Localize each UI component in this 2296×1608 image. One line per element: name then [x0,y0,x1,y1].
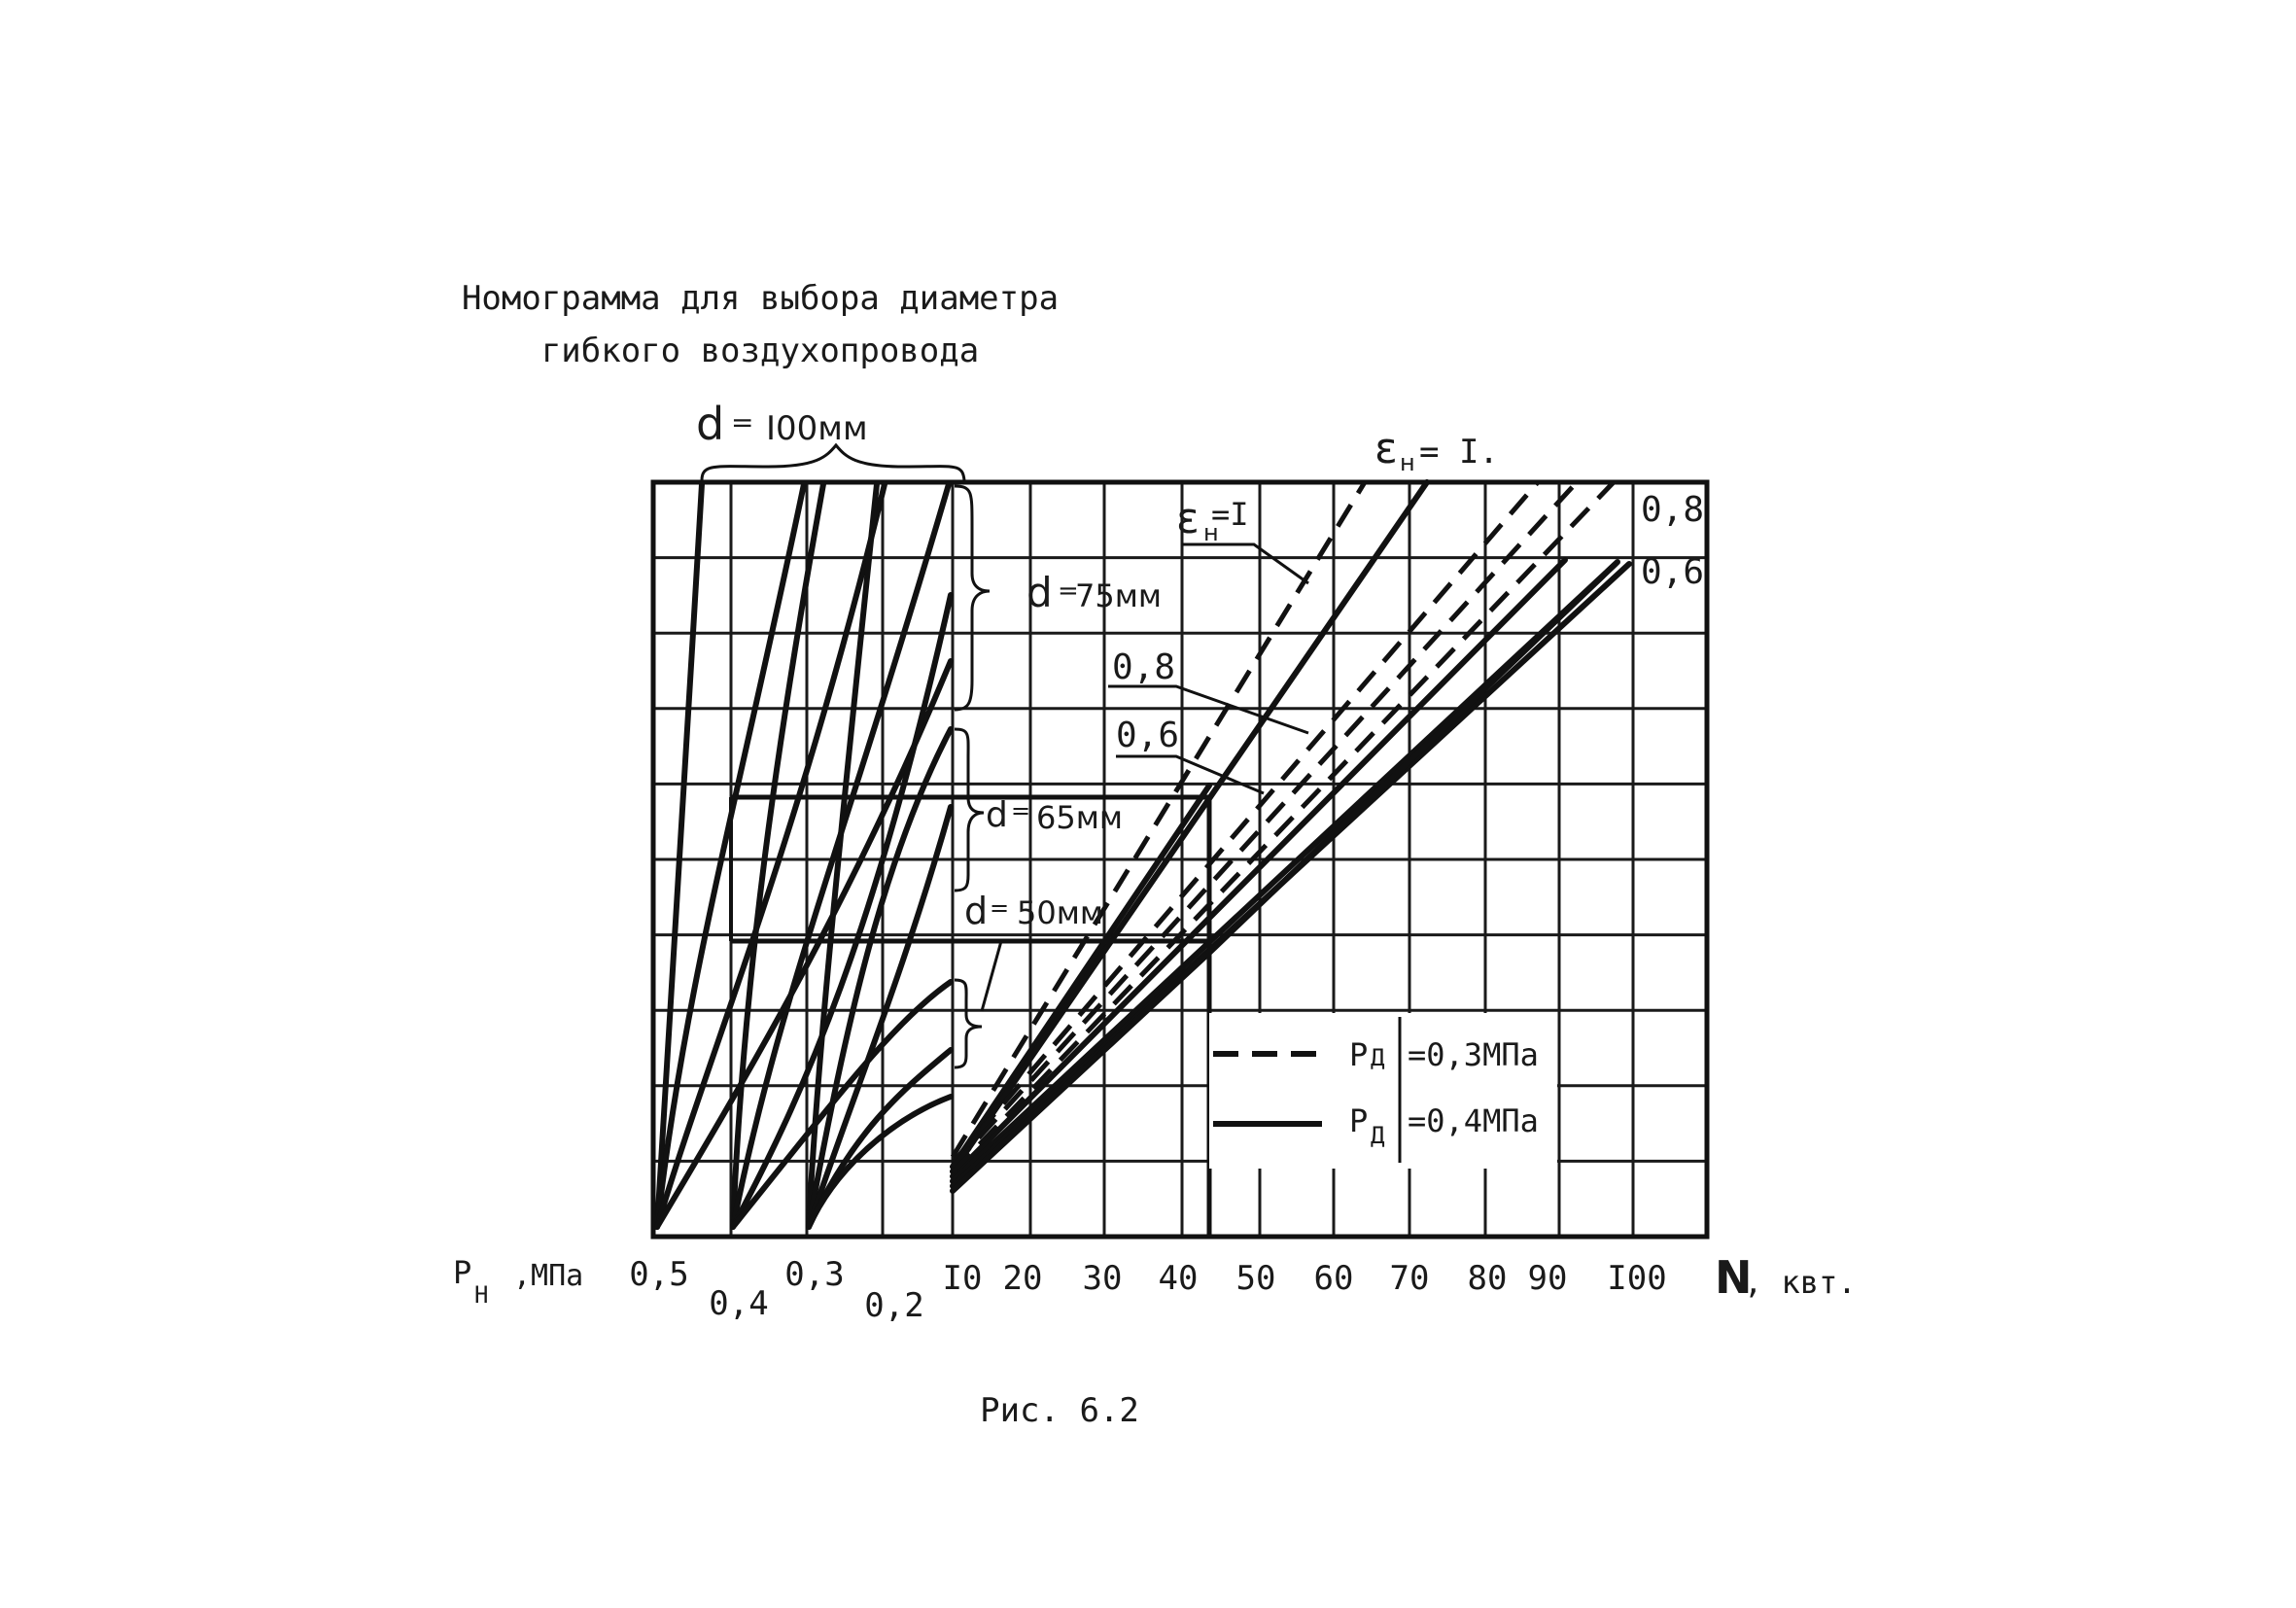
leader-06 [1116,754,1265,795]
curve-04-d65 [730,592,954,1230]
right-tick-1: 20 [1003,1259,1043,1298]
curve-03-low [806,1094,954,1230]
label-d50: d = 50мм [964,890,1103,932]
svg-text:Р: Р [1349,1102,1368,1139]
left-axis-label: P Н ,МПа [453,1254,583,1309]
curve-05-d100 [654,481,705,1230]
label-eps-top: ε н = I. [1374,424,1499,476]
right-axis-label: N , квт. [1715,1251,1857,1304]
svg-text:Н: Н [474,1281,488,1309]
title-line-1: Номограмма для выбора диаметра [462,279,1059,318]
right-tick-0: I0 [943,1259,983,1298]
title-line-2: гибкого воздухопровода [541,332,979,370]
svg-text:d: d [696,398,724,450]
right-tick-2: 30 [1083,1259,1123,1298]
svg-text:65мм: 65мм [1036,799,1123,836]
right-tick-7: 80 [1468,1259,1508,1298]
curve-05-d75 [654,481,807,1230]
curve-03-d75 [806,726,954,1230]
legend-solid-label: =0,4МПа [1408,1102,1539,1139]
svg-text:ε: ε [1374,424,1398,473]
svg-text:Д: Д [1371,1122,1385,1149]
svg-text:50мм: 50мм [1017,894,1103,931]
svg-text:н: н [1400,449,1415,476]
fan-solid-2 [950,479,1430,1174]
pressure-curves [654,481,954,1230]
svg-text:Д: Д [1371,1044,1385,1071]
curve-04-d100 [730,481,826,1230]
svg-text:75мм: 75мм [1075,577,1162,614]
leader-08 [1108,684,1309,735]
svg-text:=: = [1058,577,1079,606]
label-eps-inner: ε н =I [1176,494,1249,546]
curve-03-d65 [806,804,954,1230]
right-tick-9: I00 [1607,1259,1666,1298]
svg-text:d: d [964,890,988,932]
left-tick-05: 0,5 [629,1255,688,1294]
svg-text:, квт.: , квт. [1744,1264,1857,1301]
label-right-08: 0,8 [1641,490,1704,530]
svg-text:d: d [1026,569,1053,616]
fan-solid-1 [950,783,1212,1170]
fan-solid-3 [950,557,1568,1179]
right-tick-5: 60 [1314,1259,1354,1298]
label-d75: d = 75мм [1026,569,1162,616]
grid-frame [650,479,1710,1240]
left-tick-02: 0,2 [864,1286,923,1325]
fan-dash-1 [950,480,1368,1159]
figure-caption: Рис. 6.2 [980,1391,1139,1430]
label-inner-08: 0,8 [1112,647,1175,687]
label-d100: d = I00мм [696,398,868,450]
right-tick-6: 70 [1390,1259,1430,1298]
svg-text:= I.: = I. [1419,433,1499,472]
svg-text:P: P [453,1254,471,1291]
fan-dash-2 [951,480,1540,1165]
svg-text:н: н [1203,519,1219,546]
curve-04-d75 [730,481,952,1230]
label-inner-06: 0,6 [1116,716,1179,755]
brace-d100 [700,442,966,481]
svg-text:I00мм: I00мм [766,409,868,448]
label-d65: d = 65мм [986,795,1123,836]
svg-text:d: d [986,795,1008,835]
label-right-06: 0,6 [1641,552,1704,592]
svg-text:=I: =I [1211,496,1249,533]
svg-text:=: = [731,406,753,438]
fan-dash-4 [951,480,1616,1174]
left-tick-03: 0,3 [784,1255,844,1294]
legend: Р Д =0,3МПа Р Д =0,4МПа [1209,1013,1557,1169]
power-fan [950,479,1632,1194]
svg-text:Р: Р [1349,1036,1368,1073]
legend-dashed-label: =0,3МПа [1408,1036,1539,1073]
svg-text:,МПа: ,МПа [513,1259,583,1293]
svg-text:ε: ε [1176,494,1200,543]
right-axis-ticks: I0 20 30 40 50 60 70 80 90 I00 [943,1259,1667,1298]
left-tick-04: 0,4 [709,1284,768,1323]
brace-d65 [954,727,985,892]
brace-d50 [954,978,983,1069]
svg-text:=: = [1011,797,1030,824]
svg-text:N: N [1715,1251,1753,1304]
curve-04-d50 [730,979,954,1230]
leader-eps-inner [1182,542,1309,585]
brace-d75 [954,484,991,712]
right-tick-3: 40 [1159,1259,1199,1298]
leader-d50 [980,940,1003,1012]
right-tick-8: 90 [1528,1259,1568,1298]
legend-box [1209,1013,1557,1169]
svg-text:=: = [990,894,1009,922]
right-tick-4: 50 [1236,1259,1276,1298]
